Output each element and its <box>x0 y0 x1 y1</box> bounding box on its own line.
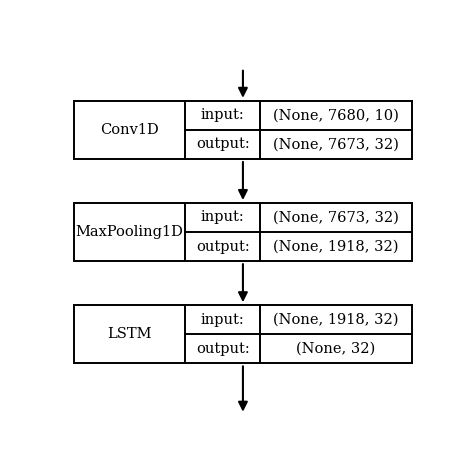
Text: (None, 7673, 32): (None, 7673, 32) <box>273 137 399 152</box>
Text: Conv1D: Conv1D <box>100 123 159 137</box>
Bar <box>74 305 412 364</box>
Bar <box>74 100 412 159</box>
Text: (None, 7673, 32): (None, 7673, 32) <box>273 210 399 225</box>
Text: input:: input: <box>201 210 245 225</box>
Text: output:: output: <box>196 240 249 254</box>
Bar <box>74 203 412 261</box>
Text: output:: output: <box>196 137 249 152</box>
Text: input:: input: <box>201 108 245 122</box>
Text: (None, 32): (None, 32) <box>296 342 375 356</box>
Text: (None, 7680, 10): (None, 7680, 10) <box>273 108 399 122</box>
Text: MaxPooling1D: MaxPooling1D <box>76 225 183 239</box>
Text: LSTM: LSTM <box>108 327 152 341</box>
Text: (None, 1918, 32): (None, 1918, 32) <box>273 240 399 254</box>
Text: input:: input: <box>201 313 245 327</box>
Text: output:: output: <box>196 342 249 356</box>
Text: (None, 1918, 32): (None, 1918, 32) <box>273 313 399 327</box>
